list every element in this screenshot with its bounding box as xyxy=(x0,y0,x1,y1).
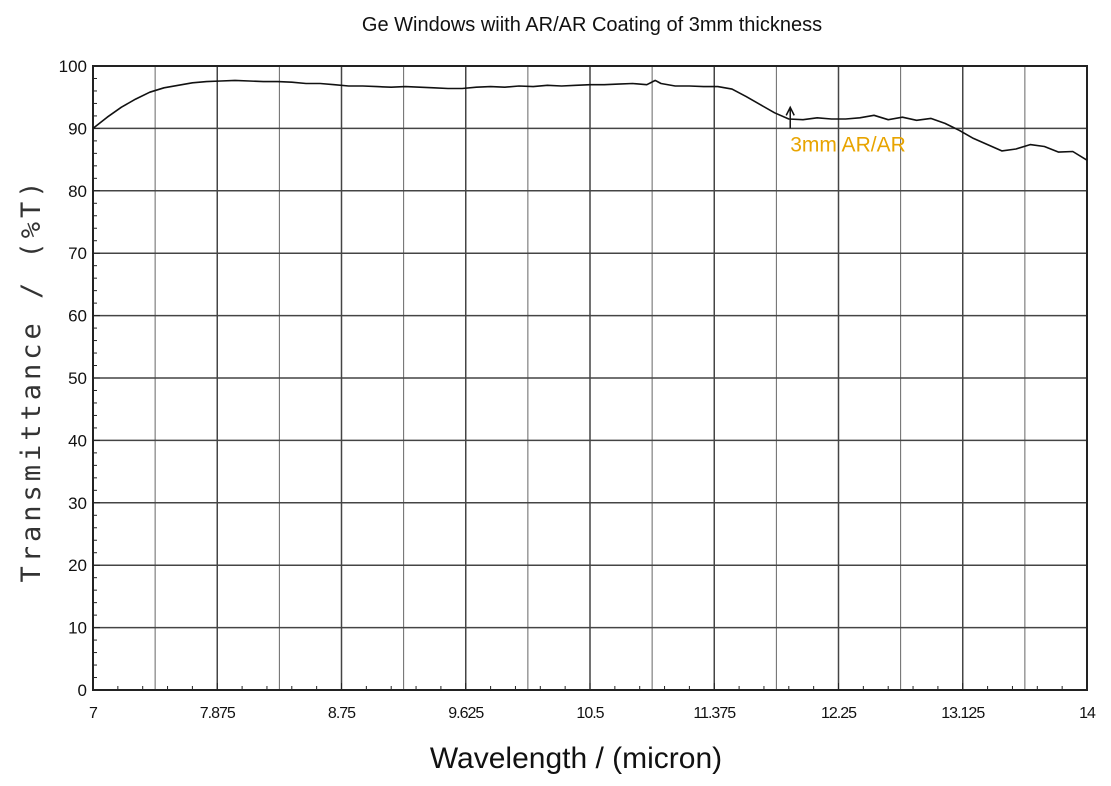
x-tick-label: 13.125 xyxy=(941,705,985,722)
y-axis-label: Transmittance / (%T) xyxy=(16,177,47,582)
x-tick-label: 10.5 xyxy=(576,705,604,722)
y-tick-label: 80 xyxy=(68,182,87,201)
x-tick-label: 7 xyxy=(89,705,98,722)
x-tick-label: 8.75 xyxy=(328,705,356,722)
x-tick-label: 11.375 xyxy=(693,705,736,722)
annotation-arrow-head xyxy=(785,105,795,116)
y-tick-label: 50 xyxy=(68,369,87,388)
y-tick-label: 40 xyxy=(68,431,87,450)
y-tick-label: 100 xyxy=(59,57,87,76)
chart-title: Ge Windows wiith AR/AR Coating of 3mm th… xyxy=(362,14,822,36)
y-tick-label: 30 xyxy=(68,494,87,513)
x-tick-label: 14 xyxy=(1079,705,1096,722)
y-tick-label: 20 xyxy=(68,556,87,575)
x-axis-label: Wavelength / (micron) xyxy=(430,742,722,775)
x-tick-label: 12.25 xyxy=(821,705,857,722)
y-tick-label: 90 xyxy=(68,119,87,138)
y-tick-label: 0 xyxy=(78,681,87,700)
y-tick-label: 10 xyxy=(68,619,87,638)
transmittance-series-line xyxy=(92,79,1088,161)
x-tick-label: 7.875 xyxy=(200,705,236,722)
x-tick-label: 9.625 xyxy=(448,705,484,722)
y-tick-label: 60 xyxy=(68,307,87,326)
y-tick-label: 70 xyxy=(68,244,87,263)
annotation-label: 3mm AR/AR xyxy=(790,133,906,156)
